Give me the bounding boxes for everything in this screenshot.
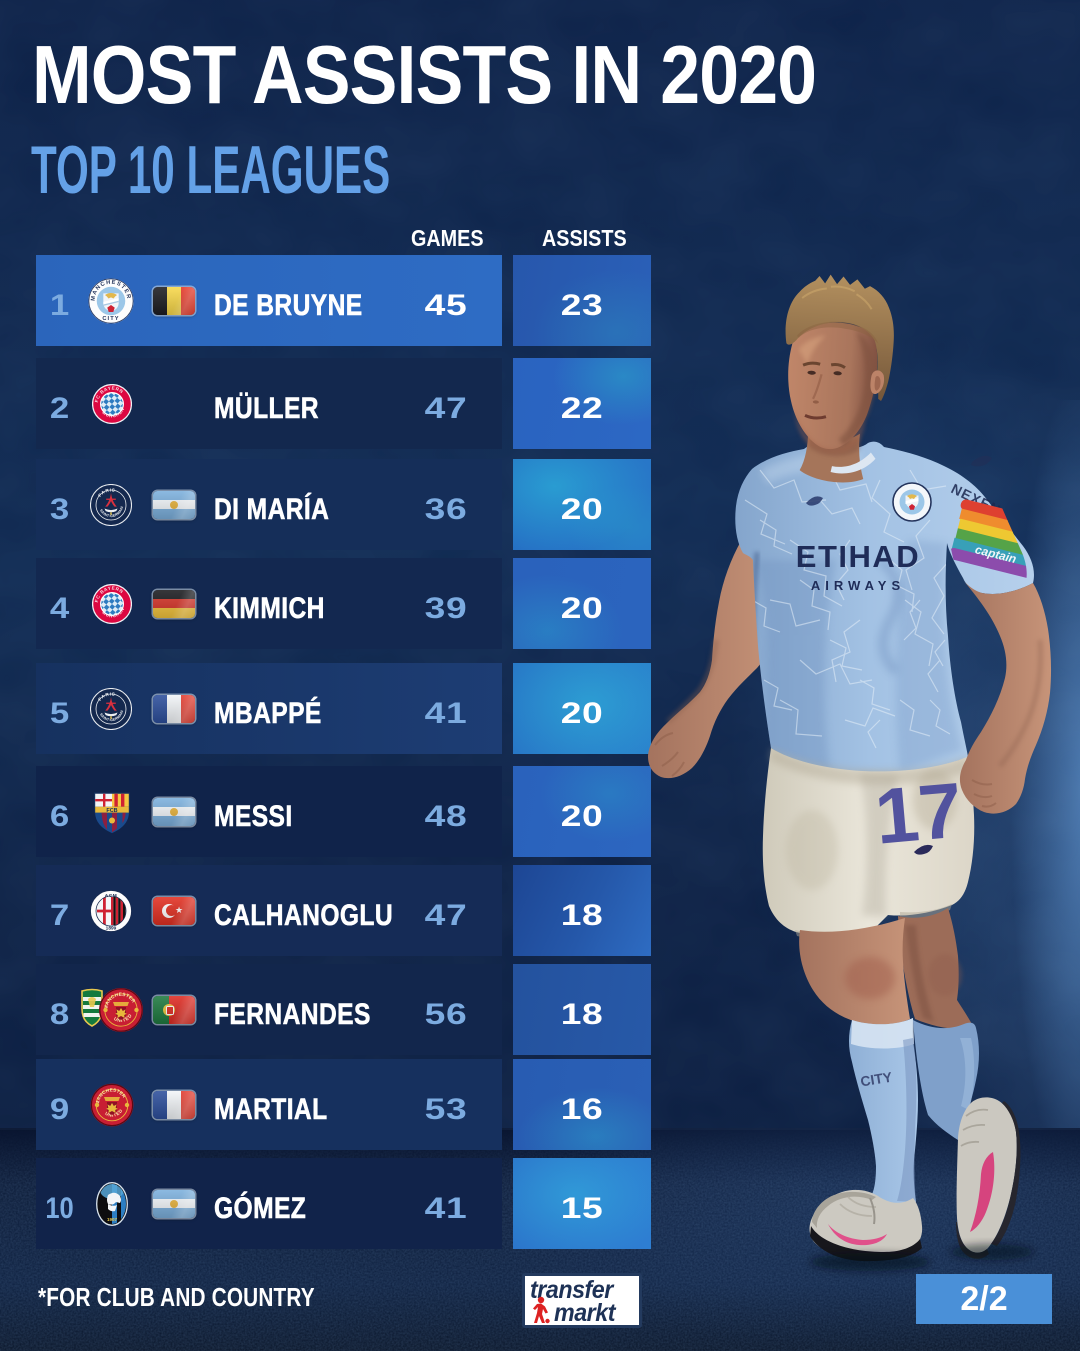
svg-text:CITY: CITY: [859, 1069, 894, 1090]
svg-text:PARIS: PARIS: [97, 691, 116, 702]
svg-text:1899: 1899: [106, 925, 117, 931]
svg-text:FCB: FCB: [106, 807, 117, 813]
svg-text:PARIS: PARIS: [97, 487, 116, 498]
svg-text:ETIHAD: ETIHAD: [796, 539, 920, 574]
svg-text:17: 17: [872, 765, 966, 860]
svg-text:1907: 1907: [107, 1217, 118, 1222]
svg-text:CITY: CITY: [102, 316, 119, 322]
svg-text:AIRWAYS: AIRWAYS: [811, 578, 905, 593]
